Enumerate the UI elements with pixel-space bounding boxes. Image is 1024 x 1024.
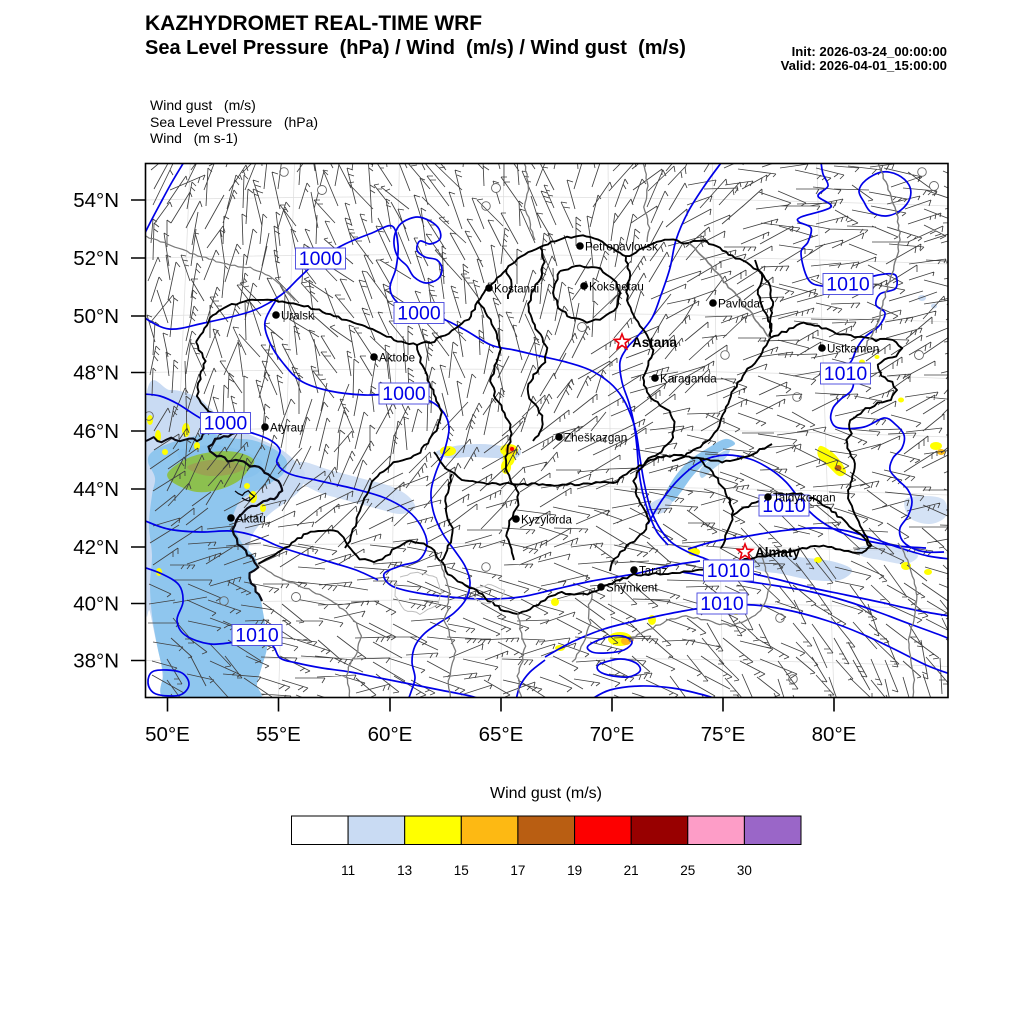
svg-text:Kokshetau: Kokshetau xyxy=(589,281,644,294)
svg-text:Shymkent: Shymkent xyxy=(606,582,658,595)
svg-text:15: 15 xyxy=(454,863,469,878)
svg-text:1010: 1010 xyxy=(700,593,744,615)
svg-text:65°E: 65°E xyxy=(479,723,524,746)
svg-text:Sea Level Pressure (hPa): Sea Level Pressure (hPa) xyxy=(150,114,318,130)
svg-text:Wind gust (m/s): Wind gust (m/s) xyxy=(150,97,256,113)
svg-text:30: 30 xyxy=(737,863,752,878)
svg-text:42°N: 42°N xyxy=(73,536,119,559)
svg-text:Aktau: Aktau xyxy=(236,513,266,526)
svg-text:11: 11 xyxy=(341,863,355,878)
svg-text:70°E: 70°E xyxy=(590,723,635,746)
svg-text:Init: 2026-03-24_00:00:00: Init: 2026-03-24_00:00:00 xyxy=(792,44,947,59)
svg-text:KAZHYDROMET REAL-TIME WRF: KAZHYDROMET REAL-TIME WRF xyxy=(145,12,482,35)
svg-text:44°N: 44°N xyxy=(73,478,119,501)
svg-text:17: 17 xyxy=(510,863,525,878)
svg-text:Zheškazgan: Zheškazgan xyxy=(564,432,627,445)
svg-text:1010: 1010 xyxy=(235,625,279,647)
svg-text:21: 21 xyxy=(624,863,639,878)
svg-text:48°N: 48°N xyxy=(73,362,119,385)
svg-text:80°E: 80°E xyxy=(812,723,857,746)
svg-text:1010: 1010 xyxy=(826,274,870,296)
svg-text:1000: 1000 xyxy=(299,248,343,270)
svg-text:Valid: 2026-04-01_15:00:00: Valid: 2026-04-01_15:00:00 xyxy=(781,58,947,73)
svg-text:1000: 1000 xyxy=(397,303,441,325)
svg-text:1010: 1010 xyxy=(762,495,806,517)
svg-text:Taldykorgan: Taldykorgan xyxy=(773,492,836,505)
svg-text:1000: 1000 xyxy=(382,383,426,405)
svg-text:Sea Level Pressure (hPa) / Wi: Sea Level Pressure (hPa) / Wind (m/s) / … xyxy=(145,37,686,59)
svg-text:Taraz: Taraz xyxy=(639,565,668,578)
svg-text:Wind gust (m/s): Wind gust (m/s) xyxy=(490,785,602,802)
svg-text:Pavlodar: Pavlodar xyxy=(718,298,764,311)
svg-text:Almaty: Almaty xyxy=(755,545,801,560)
svg-text:60°E: 60°E xyxy=(368,723,413,746)
svg-text:Kostanai: Kostanai xyxy=(494,283,539,296)
svg-text:19: 19 xyxy=(567,863,582,878)
svg-text:Kyzylorda: Kyzylorda xyxy=(521,514,572,527)
svg-text:75°E: 75°E xyxy=(701,723,746,746)
svg-text:Aktobe: Aktobe xyxy=(379,352,415,365)
svg-text:50°E: 50°E xyxy=(145,723,190,746)
svg-text:Petropavlovsk: Petropavlovsk xyxy=(585,241,658,254)
svg-text:Uralsk: Uralsk xyxy=(281,310,314,323)
svg-text:Ustkamen: Ustkamen xyxy=(827,343,879,356)
svg-text:25: 25 xyxy=(680,863,695,878)
svg-text:55°E: 55°E xyxy=(256,723,301,746)
svg-text:40°N: 40°N xyxy=(73,593,119,616)
svg-text:13: 13 xyxy=(397,863,412,878)
svg-text:38°N: 38°N xyxy=(73,650,119,673)
svg-text:Atyrau: Atyrau xyxy=(270,422,304,435)
svg-text:1000: 1000 xyxy=(204,413,248,435)
svg-text:50°N: 50°N xyxy=(73,305,119,328)
svg-text:1010: 1010 xyxy=(707,560,751,582)
svg-text:Karaganda: Karaganda xyxy=(660,373,717,386)
svg-text:Astana: Astana xyxy=(632,335,678,350)
svg-text:46°N: 46°N xyxy=(73,420,119,443)
svg-text:Wind (m s-1): Wind (m s-1) xyxy=(150,130,238,146)
svg-text:52°N: 52°N xyxy=(73,247,119,270)
svg-text:54°N: 54°N xyxy=(73,189,119,212)
svg-text:1010: 1010 xyxy=(824,363,868,385)
